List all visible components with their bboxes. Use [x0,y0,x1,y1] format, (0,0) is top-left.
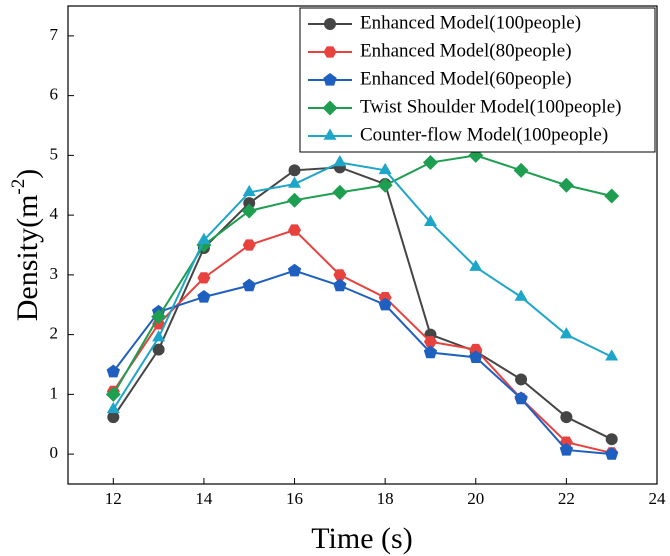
x-tick-label: 14 [195,489,213,508]
marker [605,447,619,460]
marker [604,188,620,204]
marker [324,18,336,30]
series-line [112,269,612,456]
x-tick-label: 12 [105,489,122,508]
marker [152,330,166,342]
legend-label: Twist Shoulder Model(100people) [360,96,621,117]
marker [152,343,165,356]
marker [242,278,256,292]
y-tick-label: 2 [50,324,59,343]
marker [333,155,347,167]
series-line [112,166,613,441]
marker [514,289,528,301]
marker [287,192,303,208]
marker [559,442,574,456]
marker [197,232,211,244]
marker [288,176,302,188]
x-axis-label: Time (s) [311,522,412,555]
marker [422,155,438,171]
y-tick-label: 7 [50,25,59,44]
marker [559,327,573,339]
x-tick-label: 24 [649,489,667,508]
x-tick-label: 16 [286,489,303,508]
marker [515,373,528,386]
marker [469,343,483,356]
marker [287,263,302,277]
marker [151,309,167,325]
marker [288,224,302,236]
marker [242,239,256,251]
x-tick-label: 22 [558,489,575,508]
series [105,147,620,402]
x-tick-label: 20 [467,489,484,508]
y-label-suffix: ) [11,169,44,179]
marker [469,259,483,271]
y-label-text: Density(m [11,195,44,322]
marker [197,289,211,303]
series-line [112,228,612,454]
y-axis-label: Density(m-2) [8,169,44,321]
legend-label: Counter-flow Model(100people) [360,124,608,145]
marker [378,162,392,175]
y-tick-label: 3 [50,264,59,283]
marker [423,214,437,227]
x-tick-label: 18 [377,489,394,508]
marker [323,128,337,140]
marker [197,272,211,284]
marker [105,386,121,402]
y-tick-label: 5 [50,144,59,163]
legend: Enhanced Model(100people) Enhanced Model(… [299,7,656,153]
marker [377,177,393,193]
marker [558,177,574,193]
marker [106,364,120,378]
marker [605,349,619,361]
marker [423,336,437,348]
marker [323,46,337,58]
marker [332,184,348,200]
marker [378,297,392,311]
y-label-sup: -2 [8,179,29,195]
y-tick-label: 6 [50,85,59,104]
marker [322,100,338,116]
marker [106,401,120,414]
marker [560,411,573,424]
marker [514,391,528,405]
series-line [112,161,613,410]
marker [242,184,256,197]
y-tick-label: 1 [50,383,59,402]
plot-frame [67,5,658,485]
legend-label: Enhanced Model(60people) [360,68,572,89]
y-tick-label: 0 [50,443,59,462]
marker [605,433,618,446]
marker [243,197,256,210]
marker [333,269,347,281]
marker [469,350,483,363]
legend-label: Enhanced Model(100people) [360,12,581,33]
marker [333,278,347,292]
marker [288,164,301,177]
series [106,224,619,459]
series [106,155,619,414]
marker [513,162,529,178]
marker [107,411,120,424]
marker [423,345,438,359]
y-tick-label: 4 [50,204,59,223]
legend-frame [299,7,656,153]
legend-label: Enhanced Model(80people) [360,40,572,61]
marker [323,73,337,86]
marker [241,203,257,219]
